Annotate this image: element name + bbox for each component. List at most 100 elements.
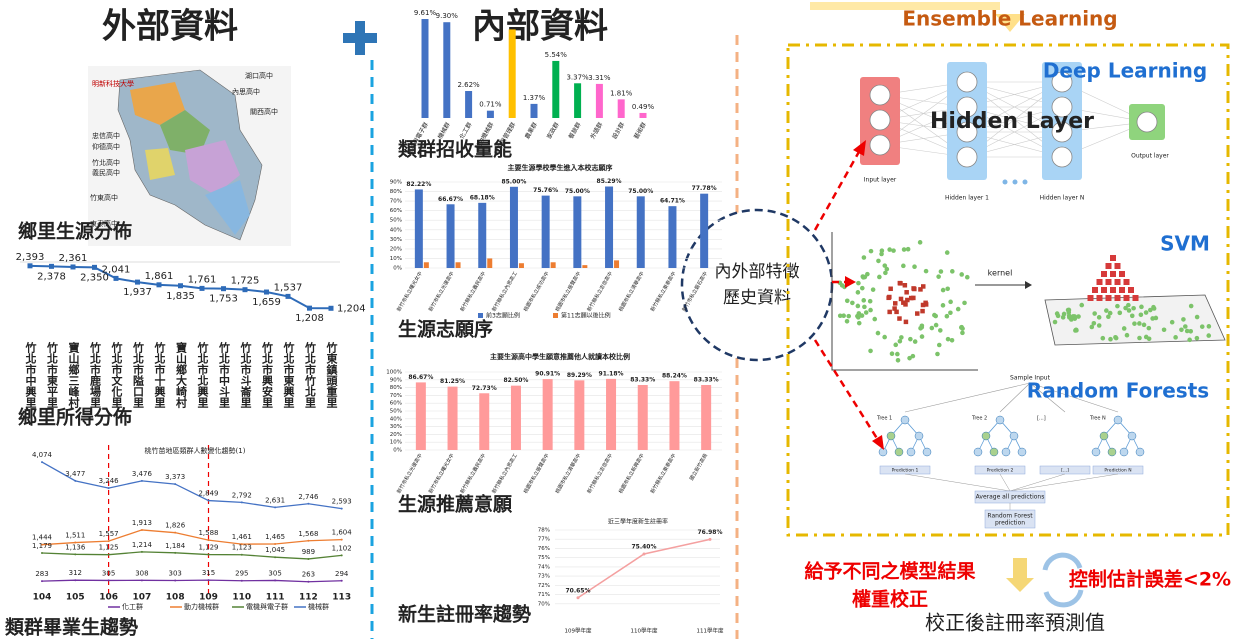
value-label: 0.71%	[479, 101, 502, 109]
rf-node	[1113, 415, 1123, 425]
svm-point	[1131, 305, 1136, 311]
svm-point	[1107, 310, 1113, 316]
point	[107, 540, 110, 543]
value-label: 2,378	[37, 271, 66, 282]
svm-point	[912, 264, 917, 270]
chart-title: 主要生源學校學生進入本校志願序	[508, 163, 613, 172]
map-label: 湖口高中	[245, 71, 273, 80]
nn-node	[869, 109, 891, 131]
point	[240, 501, 243, 504]
x-tick-label: 新竹縣私立東泰高中	[649, 452, 678, 494]
rf-node	[886, 431, 896, 441]
svm-point	[936, 274, 941, 279]
svm-point	[856, 280, 861, 286]
value-label: 1.37%	[523, 94, 546, 102]
x-tick-label: 竹北市文化里	[110, 341, 124, 409]
svm-point	[1173, 335, 1178, 340]
marker	[49, 263, 54, 269]
rf-edge	[999, 473, 1011, 492]
nn-dot	[1012, 179, 1018, 185]
svm-point	[944, 313, 950, 319]
svm-point	[959, 324, 964, 330]
svm-point	[1117, 310, 1123, 316]
x-tick-label: 111	[266, 593, 285, 603]
svm-point	[1183, 324, 1188, 329]
svm-point	[841, 313, 846, 319]
svm-point	[883, 270, 888, 276]
x-tick-label: 竹北市中興里	[24, 341, 38, 409]
svm-point	[863, 310, 869, 315]
y-tick-label: 0%	[393, 448, 402, 454]
svm-point	[855, 315, 861, 320]
svm-point	[855, 303, 861, 309]
y-tick-label: 71%	[538, 592, 550, 598]
y-tick-label: 80%	[390, 385, 402, 391]
svm-point	[905, 297, 910, 303]
map-label: 仰德高中	[92, 142, 120, 151]
marker	[178, 283, 183, 289]
value-label: 2,792	[232, 491, 252, 499]
y-tick-label: 0%	[393, 266, 402, 272]
svm-point	[1126, 302, 1131, 308]
x-tick-label: 竹北市十興里	[153, 341, 167, 409]
point	[174, 483, 177, 486]
random-forest-diagram	[878, 382, 1145, 529]
bar	[550, 262, 556, 268]
x-tick-label: 新竹縣私立義民高中	[459, 270, 488, 312]
y-tick-label: 76%	[538, 546, 550, 552]
svm-point	[1143, 310, 1149, 315]
value-label: 88.24%	[662, 373, 687, 380]
svm-point	[1199, 324, 1205, 329]
svm-point	[1121, 326, 1127, 331]
rf-label: Prediction 2	[987, 468, 1014, 474]
cycle-icon	[1042, 552, 1084, 608]
svm-point	[1194, 314, 1200, 320]
point	[140, 579, 143, 582]
x-tick-label: 新竹縣私立內思高工	[490, 270, 519, 312]
value-label: 2,593	[332, 498, 352, 506]
svm-point	[1179, 327, 1184, 333]
svm-point	[861, 298, 867, 303]
svm-point	[1105, 295, 1112, 301]
svm-point	[1108, 336, 1113, 342]
svm-diagram	[831, 232, 1226, 371]
value-label: 1,761	[188, 274, 217, 285]
bar	[455, 262, 461, 268]
svm-point	[923, 268, 929, 274]
bar	[669, 381, 680, 450]
model-arrows	[813, 149, 880, 441]
value-label: 1,102	[332, 544, 352, 552]
chart-title: 桃竹苗地區類群人數變化趨勢(1)	[145, 446, 246, 455]
svm-point	[959, 272, 965, 277]
value-label: 77.78%	[692, 185, 717, 192]
value-label: 9.61%	[414, 9, 437, 17]
point	[274, 579, 277, 582]
svm-point	[936, 342, 942, 348]
bar	[637, 385, 648, 450]
svm-point	[1153, 315, 1159, 321]
footer-text: 校正後註冊率預測值	[925, 611, 1105, 635]
rf-node	[973, 447, 983, 457]
bar	[700, 193, 709, 268]
y-tick-label: 10%	[390, 256, 402, 262]
svm-point	[1146, 325, 1152, 331]
y-tick-label: 78%	[538, 528, 550, 534]
rf-node	[894, 447, 904, 457]
value-label: 1,861	[145, 271, 174, 282]
svm-plane	[1044, 294, 1226, 346]
ensemble-frame	[786, 43, 1230, 537]
value-label: 1,465	[265, 533, 285, 541]
svm-point	[1184, 328, 1190, 334]
value-label: 305	[102, 569, 115, 577]
marker	[156, 282, 162, 288]
value-label: 83.33%	[694, 377, 719, 384]
rf-node	[1017, 447, 1027, 457]
ensemble-title: Ensemble Learning	[902, 7, 1117, 31]
svm-point	[895, 351, 900, 357]
svm-point	[1129, 313, 1135, 319]
svm-point	[860, 285, 865, 291]
x-tick-label: 桃園市私立清華高中	[617, 270, 646, 312]
rf-label: prediction	[995, 520, 1025, 527]
map-label: 明新科技大學	[92, 79, 134, 88]
svm-point	[846, 313, 852, 319]
